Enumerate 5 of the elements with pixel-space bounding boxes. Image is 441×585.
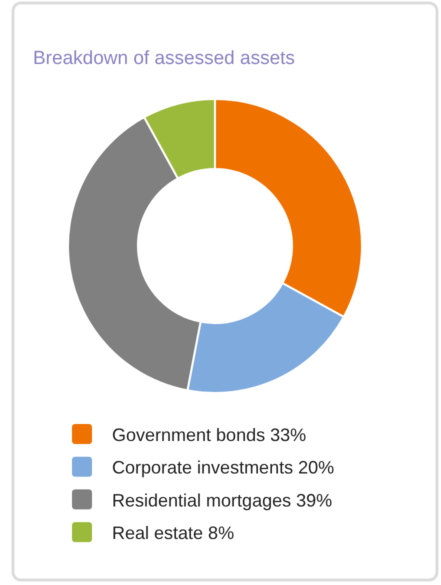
legend-label: Real estate 8% xyxy=(112,523,234,544)
legend-label: Residential mortgages 39% xyxy=(112,490,332,510)
legend-label: Corporate investments 20% xyxy=(112,458,334,478)
legend-label: Government bonds 33% xyxy=(112,425,306,445)
chart-title: Breakdown of assessed assets xyxy=(33,48,295,69)
